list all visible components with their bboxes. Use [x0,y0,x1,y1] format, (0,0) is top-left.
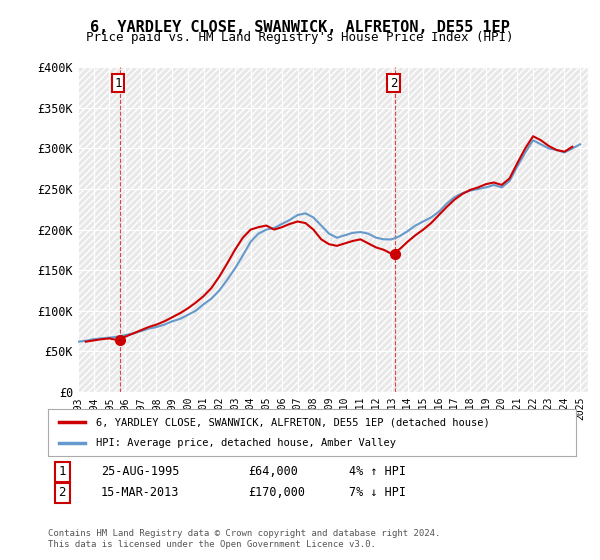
Text: 7% ↓ HPI: 7% ↓ HPI [349,486,406,500]
Text: 1: 1 [59,465,66,478]
Text: HPI: Average price, detached house, Amber Valley: HPI: Average price, detached house, Ambe… [95,438,395,448]
Text: 1: 1 [114,77,122,90]
Text: 15-MAR-2013: 15-MAR-2013 [101,486,179,500]
Text: 25-AUG-1995: 25-AUG-1995 [101,465,179,478]
Text: £170,000: £170,000 [248,486,305,500]
Text: £64,000: £64,000 [248,465,299,478]
Text: 6, YARDLEY CLOSE, SWANWICK, ALFRETON, DE55 1EP: 6, YARDLEY CLOSE, SWANWICK, ALFRETON, DE… [90,20,510,35]
Text: 4% ↑ HPI: 4% ↑ HPI [349,465,406,478]
Text: 2: 2 [390,77,397,90]
Text: 6, YARDLEY CLOSE, SWANWICK, ALFRETON, DE55 1EP (detached house): 6, YARDLEY CLOSE, SWANWICK, ALFRETON, DE… [95,417,489,427]
Text: Price paid vs. HM Land Registry's House Price Index (HPI): Price paid vs. HM Land Registry's House … [86,31,514,44]
Text: 2: 2 [59,486,66,500]
Text: Contains HM Land Registry data © Crown copyright and database right 2024.
This d: Contains HM Land Registry data © Crown c… [48,529,440,549]
